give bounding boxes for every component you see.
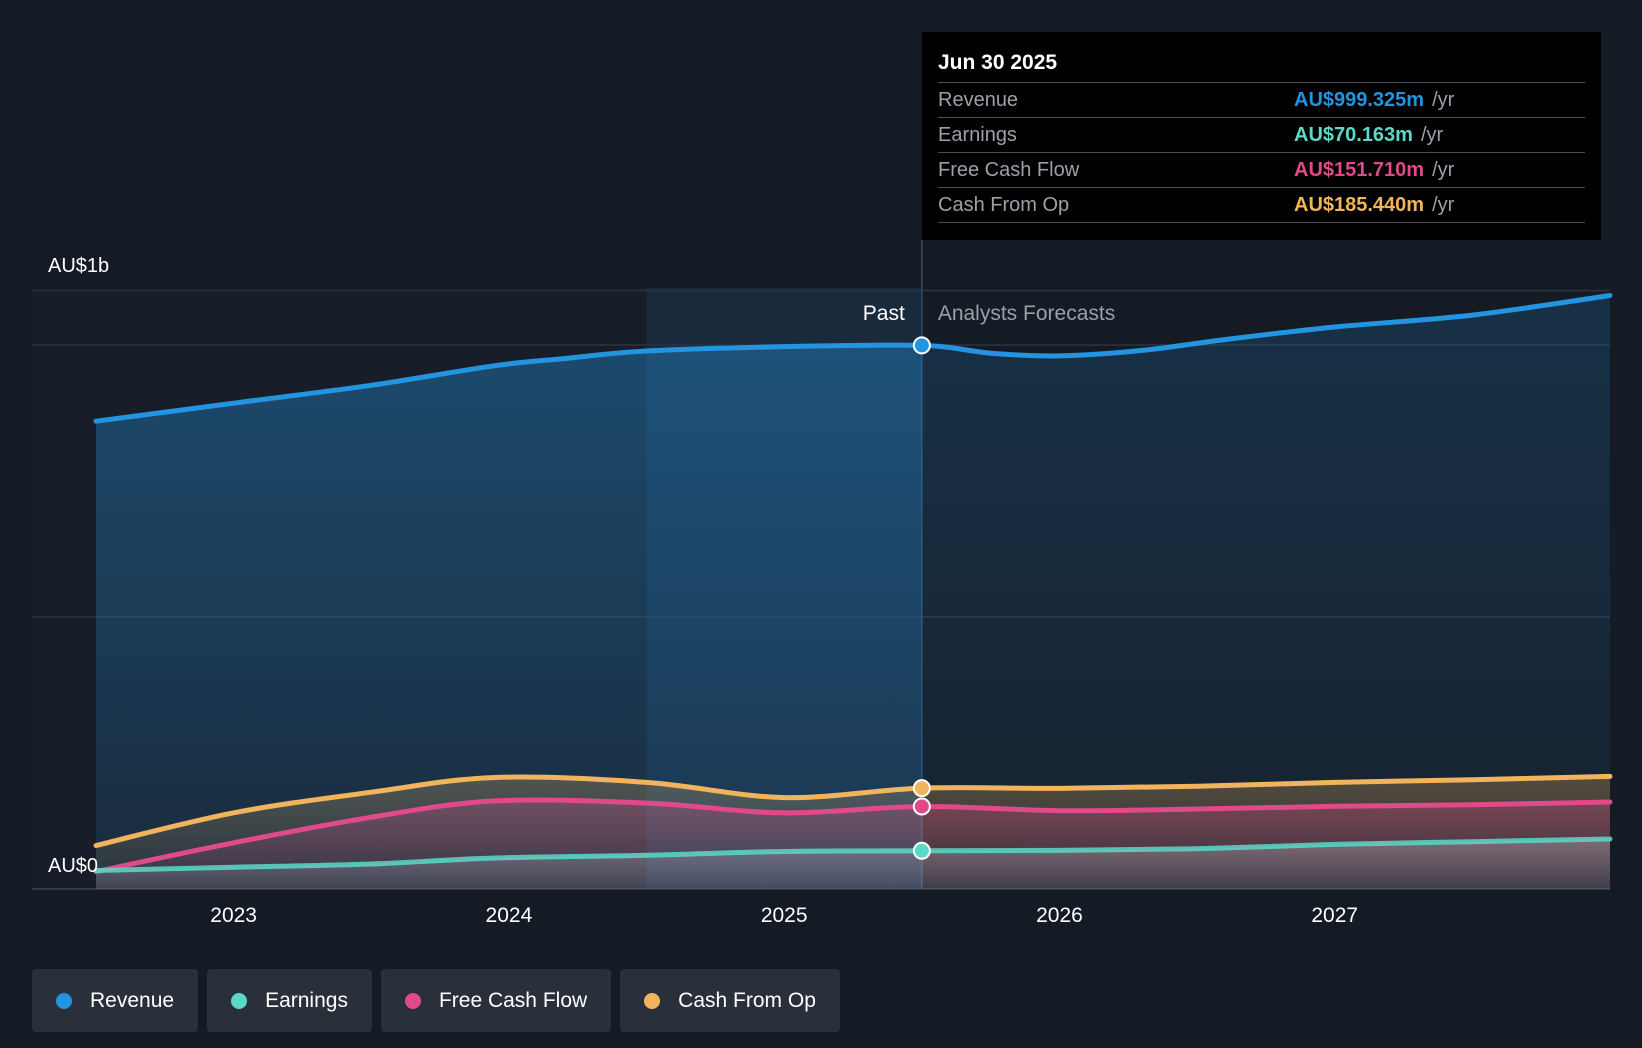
tooltip-unit: /yr [1432,88,1455,111]
earnings-marker [912,841,931,860]
free-cash-flow-line [93,797,1613,875]
x-tick-label: 2027 [1311,904,1358,927]
y-axis-label-bottom: AU$0 [48,855,98,877]
legend-label: Cash From Op [678,988,816,1012]
x-tick-label: 2024 [486,904,533,927]
tooltip-date: Jun 30 2025 [938,51,1058,74]
tooltip-name: Cash From Op [938,193,1070,216]
free-cash-flow-marker [912,797,931,816]
tooltip: Jun 30 2025 Revenue AU$999.325m /yr Earn… [922,32,1601,240]
earnings-line [93,836,1613,873]
revenue-past-area [96,345,922,889]
tooltip-row-earnings: Earnings AU$70.163m /yr [938,117,1585,152]
legend-item-earnings[interactable]: Earnings [207,969,372,1032]
tooltip-name: Earnings [938,123,1017,146]
tooltip-name: Free Cash Flow [938,158,1080,181]
cash-from-op-dot-icon [644,992,661,1009]
x-tick-label: 2026 [1036,904,1083,927]
legend-item-free-cash-flow[interactable]: Free Cash Flow [380,969,612,1032]
tooltip-unit: /yr [1432,158,1455,181]
y-axis-label-top: AU$1b [48,255,109,277]
legend-item-revenue[interactable]: Revenue [32,969,199,1032]
legend-label: Revenue [90,988,175,1012]
cash-from-op-line [93,773,1613,848]
tooltip-value: AU$999.325m [1294,88,1425,111]
legend-label: Earnings [265,988,348,1012]
tooltip-name: Revenue [938,88,1019,111]
free-cash-flow-dot-icon [404,992,421,1009]
tooltip-value: AU$70.163m [1294,123,1413,146]
tooltip-value: AU$151.710m [1294,158,1425,181]
earnings-dot-icon [231,992,248,1009]
past-label: Past [863,302,905,325]
tooltip-value: AU$185.440m [1294,193,1425,216]
forecast-label: Analysts Forecasts [938,302,1115,325]
legend: Revenue Earnings Free Cash Flow Cash Fro… [32,969,840,1032]
tooltip-unit: /yr [1432,193,1455,216]
legend-label: Free Cash Flow [438,988,588,1012]
tooltip-row-cash-from-op: Cash From Op AU$185.440m /yr [938,187,1585,223]
legend-item-cash-from-op[interactable]: Cash From Op [620,969,840,1032]
tooltip-row-free-cash-flow: Free Cash Flow AU$151.710m /yr [938,152,1585,187]
tooltip-unit: /yr [1420,123,1444,146]
x-tick-label: 2023 [210,904,257,927]
revenue-dot-icon [56,992,72,1009]
cash-from-op-marker [912,779,931,798]
revenue-marker [912,336,931,355]
tooltip-row-revenue: Revenue AU$999.325m /yr [938,82,1585,117]
x-tick-label: 2025 [761,904,808,927]
revenue-line [93,293,1613,424]
